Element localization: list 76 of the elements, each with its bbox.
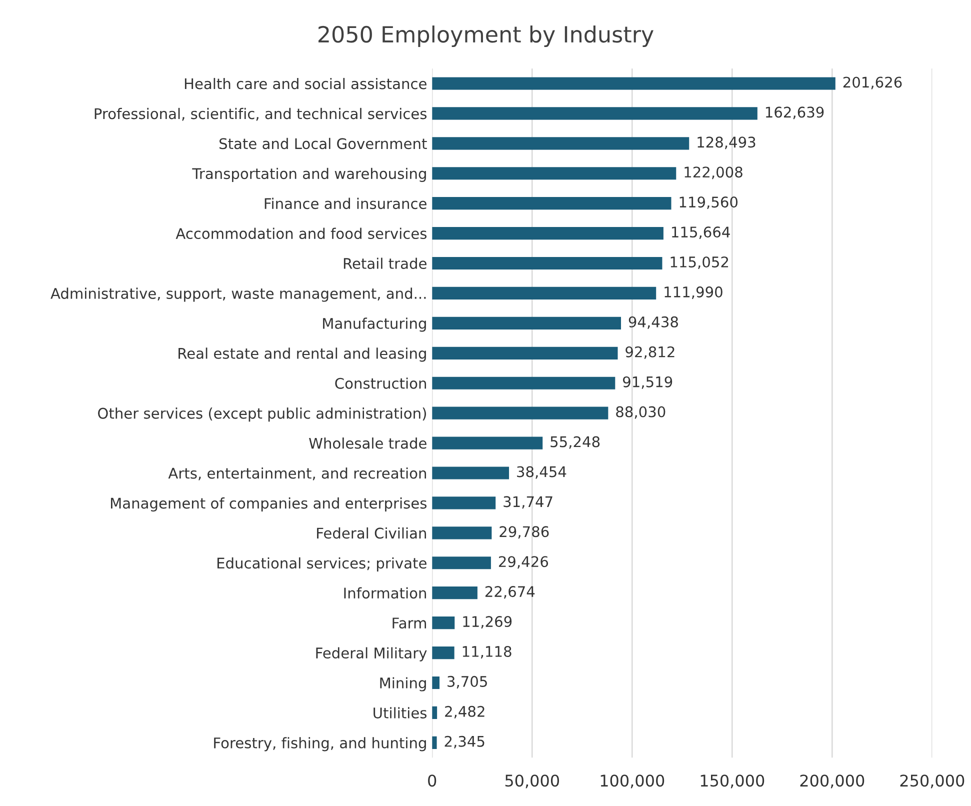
data-label: 2,345 <box>444 736 484 748</box>
data-label: 38,454 <box>517 466 566 479</box>
y-tick-label: Manufacturing <box>323 318 426 332</box>
bar <box>432 586 478 600</box>
y-tick-label: Transportation and warehousing <box>192 168 426 182</box>
y-tick-label: Information <box>344 587 426 599</box>
data-label: 31,747 <box>504 496 552 509</box>
y-tick-label: Federal Military <box>316 647 427 662</box>
y-tick-label: Real estate and rental and leasing <box>178 348 426 362</box>
y-tick-label: State and Local Government <box>220 138 427 150</box>
data-label: 201,626 <box>843 76 902 90</box>
y-tick-label: Federal Civilian <box>317 527 426 539</box>
data-label: 115,664 <box>672 226 730 240</box>
x-tick-label: 150,000 <box>700 774 764 788</box>
x-tick-label: 200,000 <box>800 774 864 788</box>
data-label: 22,674 <box>485 586 535 599</box>
y-tick-label: Management of companies and enterprises <box>110 497 427 512</box>
data-label: 94,438 <box>628 316 678 329</box>
bar <box>432 197 672 210</box>
data-label: 55,248 <box>550 436 600 449</box>
bar <box>432 436 543 450</box>
data-label: 3,705 <box>448 676 487 688</box>
y-tick-label: Professional, scientific, and technical services <box>94 108 427 121</box>
bar <box>432 466 510 480</box>
y-tick-label: Wholesale trade <box>309 437 426 449</box>
x-tick-label: 50,000 <box>505 774 559 788</box>
y-tick-label: Accommodation and food services <box>176 228 427 240</box>
bar <box>432 316 621 330</box>
bar <box>432 167 676 180</box>
y-tick-label: Farm <box>392 618 426 629</box>
bar <box>432 526 492 540</box>
data-label: 162,639 <box>766 106 824 120</box>
data-label: 119,560 <box>680 196 738 210</box>
bar <box>432 376 616 390</box>
data-label: 92,812 <box>626 346 674 359</box>
bar <box>432 616 455 630</box>
data-label: 2,482 <box>445 706 484 718</box>
bar <box>432 107 758 120</box>
bar <box>432 77 836 90</box>
y-tick-label: Construction <box>335 378 426 389</box>
data-label: 115,052 <box>670 256 728 269</box>
data-label: 29,426 <box>498 556 548 569</box>
bar <box>432 736 437 749</box>
bar <box>432 346 618 360</box>
data-label: 91,519 <box>623 376 672 389</box>
y-tick-label: Finance and insurance <box>264 198 426 210</box>
y-tick-label: Arts, entertainment, and recreation <box>168 467 426 480</box>
data-label: 11,269 <box>463 616 512 629</box>
x-tick-label: 250,000 <box>900 774 964 788</box>
y-tick-label: Educational services; private <box>217 557 426 572</box>
x-tick-label: 100,000 <box>600 774 664 788</box>
y-tick-label: Other services (except public administration) <box>98 408 426 422</box>
bar <box>432 556 491 570</box>
bar <box>432 676 440 690</box>
data-label: 11,118 <box>462 646 512 658</box>
data-label: 128,493 <box>698 136 756 150</box>
data-label: 29,786 <box>500 526 549 539</box>
data-label: 111,990 <box>664 286 722 299</box>
y-tick-label: Health care and social assistance <box>184 78 426 90</box>
y-tick-label: Utilities <box>374 707 427 718</box>
data-label: 122,008 <box>684 166 742 180</box>
y-tick-label: Administrative, support, waste management, and... <box>50 288 426 302</box>
bar <box>432 406 608 420</box>
y-tick-label: Forestry, fishing, and hunting <box>214 737 426 752</box>
bar <box>432 137 690 150</box>
bar <box>432 496 496 510</box>
bar <box>432 706 438 719</box>
bar <box>432 646 454 660</box>
bar <box>432 227 664 240</box>
y-tick-label: Mining <box>380 677 426 692</box>
x-tick-label: 0 <box>428 774 436 787</box>
bar <box>432 256 662 270</box>
chart-title: 2050 Employment by Industry <box>318 26 654 48</box>
y-tick-label: Retail trade <box>344 258 426 270</box>
data-label: 88,030 <box>616 406 666 419</box>
bar <box>432 286 656 300</box>
